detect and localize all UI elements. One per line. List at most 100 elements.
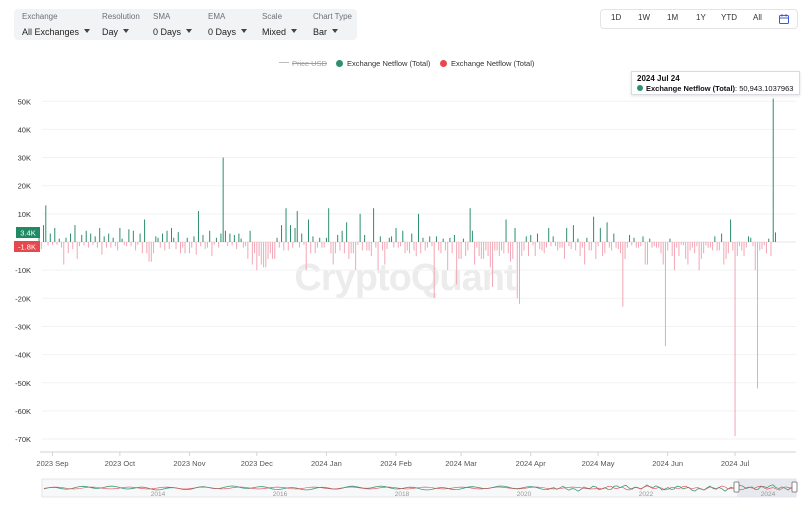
bar bbox=[135, 242, 137, 251]
bar bbox=[168, 242, 170, 250]
bar bbox=[81, 234, 83, 242]
bar bbox=[752, 242, 754, 247]
bar bbox=[757, 242, 759, 389]
bar bbox=[290, 225, 292, 242]
last-positive-value: 3.4K bbox=[20, 229, 35, 238]
ema-select[interactable]: EMA 0 Days bbox=[208, 11, 248, 40]
bar bbox=[536, 233, 538, 242]
legend-netflow-negative[interactable]: Exchange Netflow (Total) bbox=[440, 59, 534, 68]
scale-select[interactable]: Scale Mixed bbox=[262, 11, 298, 40]
bar bbox=[438, 242, 440, 251]
bar bbox=[227, 242, 229, 247]
bar bbox=[67, 242, 69, 254]
bar bbox=[130, 242, 132, 247]
bar bbox=[732, 242, 734, 251]
bar bbox=[595, 242, 597, 259]
y-tick-label: -10K bbox=[15, 266, 31, 275]
x-tick-label: 2023 Dec bbox=[241, 459, 273, 468]
bar bbox=[494, 242, 496, 251]
navigator-right-handle[interactable] bbox=[791, 481, 798, 493]
bar bbox=[532, 242, 534, 246]
range-1w-button[interactable]: 1W bbox=[638, 13, 650, 22]
bar bbox=[510, 242, 512, 262]
chart-type-select[interactable]: Chart Type Bar bbox=[313, 11, 352, 40]
red-dot-icon bbox=[440, 60, 447, 67]
bar bbox=[330, 242, 332, 254]
exchange-select[interactable]: Exchange All Exchanges bbox=[22, 11, 91, 40]
navigator-year-label: 2024 bbox=[761, 491, 776, 498]
navigator[interactable]: 2014 2016 2018 2020 2022 2024 bbox=[41, 478, 798, 498]
bar bbox=[352, 242, 354, 254]
bar bbox=[206, 242, 208, 248]
calendar-icon[interactable] bbox=[779, 14, 789, 24]
navigator-left-handle[interactable] bbox=[733, 481, 740, 493]
bar bbox=[287, 242, 289, 251]
range-ytd-button[interactable]: YTD bbox=[721, 13, 737, 22]
bar bbox=[87, 242, 89, 248]
bar bbox=[274, 242, 276, 259]
range-all-button[interactable]: All bbox=[753, 13, 762, 22]
bar bbox=[251, 242, 253, 265]
bar bbox=[220, 233, 222, 242]
x-tick-label: 2023 Oct bbox=[105, 459, 136, 468]
bar bbox=[231, 242, 233, 246]
x-axis: 2023 Sep 2023 Oct 2023 Nov 2023 Dec 2024 Jan… bbox=[36, 452, 750, 468]
bar bbox=[664, 242, 666, 347]
bar bbox=[238, 233, 240, 242]
bar bbox=[285, 208, 287, 242]
bar bbox=[321, 242, 323, 248]
bar bbox=[409, 242, 411, 254]
bar bbox=[292, 242, 294, 248]
bar bbox=[716, 242, 718, 251]
bar bbox=[469, 208, 471, 242]
bar bbox=[258, 242, 260, 257]
tooltip-date: 2024 Jul 24 bbox=[637, 74, 680, 83]
bar bbox=[577, 238, 579, 242]
sma-select[interactable]: SMA 0 Days bbox=[153, 11, 193, 40]
bar bbox=[640, 242, 642, 247]
bar bbox=[525, 236, 527, 242]
bar bbox=[705, 242, 707, 246]
bar bbox=[260, 242, 262, 265]
bar bbox=[157, 237, 159, 242]
bar bbox=[709, 242, 711, 248]
bar bbox=[453, 234, 455, 242]
bar bbox=[651, 242, 653, 248]
bar bbox=[150, 242, 152, 262]
bar bbox=[673, 242, 675, 271]
bar bbox=[99, 227, 101, 242]
bar bbox=[631, 242, 633, 246]
bar bbox=[545, 242, 547, 248]
bar bbox=[85, 230, 87, 242]
bar bbox=[617, 242, 619, 250]
legend-price[interactable]: Price USD bbox=[279, 59, 327, 68]
bar bbox=[249, 230, 251, 242]
bar bbox=[772, 98, 774, 242]
bar bbox=[644, 242, 646, 265]
resolution-label: Resolution bbox=[102, 12, 140, 21]
bar bbox=[739, 242, 741, 247]
bar bbox=[404, 242, 406, 254]
bar bbox=[76, 242, 78, 259]
range-1y-button[interactable]: 1Y bbox=[696, 13, 706, 22]
bar bbox=[182, 242, 184, 248]
bar bbox=[74, 225, 76, 242]
legend-netflow-positive[interactable]: Exchange Netflow (Total) bbox=[336, 59, 430, 68]
bar bbox=[272, 242, 274, 259]
bar bbox=[303, 242, 305, 245]
bar bbox=[388, 237, 390, 242]
bar bbox=[184, 242, 186, 254]
resolution-select[interactable]: Resolution Day bbox=[102, 11, 140, 40]
legend-price-label: Price USD bbox=[292, 59, 328, 68]
bar bbox=[678, 242, 680, 257]
bar bbox=[325, 237, 327, 242]
bar bbox=[476, 242, 478, 248]
bar bbox=[685, 242, 687, 259]
range-1d-button[interactable]: 1D bbox=[611, 13, 622, 22]
range-1m-button[interactable]: 1M bbox=[667, 13, 679, 22]
bar bbox=[296, 211, 298, 242]
bar bbox=[211, 242, 213, 257]
y-tick-label: 20K bbox=[18, 182, 31, 191]
bar bbox=[671, 242, 673, 257]
x-tick-label: 2024 Feb bbox=[380, 459, 412, 468]
